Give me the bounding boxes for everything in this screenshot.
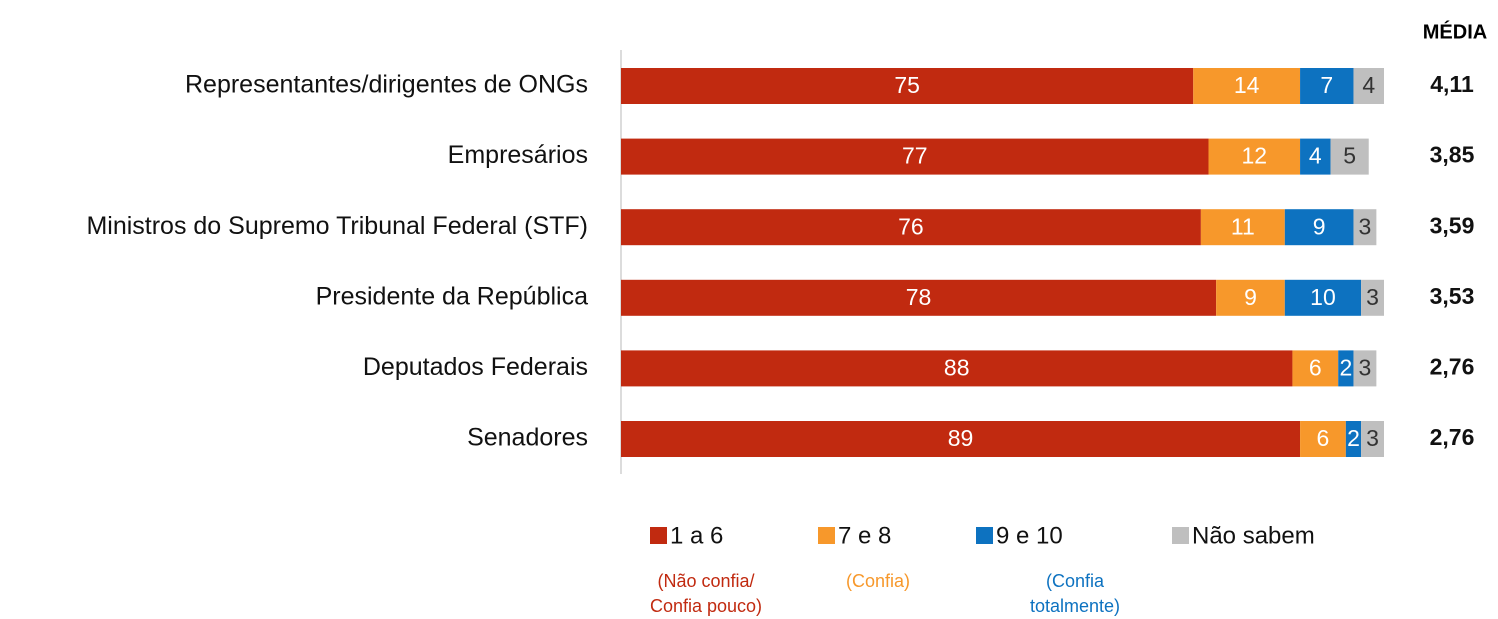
data-label: 14 [1234,72,1260,98]
bar-segment [1353,350,1377,387]
media-value: 2,76 [1430,353,1475,379]
bar-segment [1284,279,1362,316]
bar-segment [1361,421,1384,457]
data-label: 88 [944,354,970,380]
data-label: 3 [1366,284,1379,310]
bar-segment [1338,350,1354,387]
data-label: 12 [1241,143,1267,169]
data-label: 5 [1343,143,1356,169]
data-label: 2 [1347,425,1360,451]
media-value: 2,76 [1430,424,1475,450]
data-label: 7 [1320,72,1333,98]
bar-segment [1361,279,1384,316]
legend-swatch [650,527,667,544]
bar-segment [1345,421,1362,457]
category-label: Presidente da República [316,282,588,310]
legend-note: Confia pouco) [650,596,762,616]
data-label: 78 [906,284,932,310]
bar-segment [1284,209,1354,246]
bar-segment [621,68,1194,104]
data-label: 6 [1317,425,1330,451]
bar-segment [1193,68,1301,104]
category-label: Empresários [448,141,588,169]
media-value: 3,59 [1430,212,1475,238]
bar-segment [1300,421,1346,457]
legend-note: (Confia [1046,571,1105,591]
bar-segment [1216,279,1285,316]
bar-segment [1208,138,1301,175]
data-label: 2 [1339,354,1352,380]
bar-segment [1300,138,1331,175]
bar-segment [621,138,1209,175]
data-label: 3 [1359,213,1372,239]
bar-segment [621,279,1217,316]
bar-segment [621,209,1201,246]
data-label: 9 [1313,213,1326,239]
legend-label: 9 e 10 [996,522,1063,549]
category-label: Senadores [467,424,588,452]
bar-segment [1292,350,1339,387]
legend-label: 7 e 8 [838,522,891,549]
legend-note: totalmente) [1030,596,1120,616]
bar-segment [1330,138,1369,175]
bar-segment [1300,68,1354,104]
legend-swatch [976,527,993,544]
bar-segment [1200,209,1285,246]
data-label: 9 [1244,284,1257,310]
data-label: 75 [894,72,920,98]
data-label: 3 [1359,354,1372,380]
data-label: 10 [1310,284,1336,310]
data-label: 76 [898,213,924,239]
data-label: 6 [1309,354,1322,380]
media-title: MÉDIA [1423,20,1487,43]
data-label: 89 [948,425,974,451]
legend-swatch [818,527,835,544]
bar-segment [621,350,1293,387]
media-value: 4,11 [1430,71,1474,97]
category-label: Representantes/dirigentes de ONGs [185,71,588,99]
data-label: 77 [902,143,928,169]
legend-note: (Não confia/ [657,571,754,591]
data-label: 3 [1366,425,1379,451]
bar-segment [1353,68,1384,104]
bar-segment [1353,209,1377,246]
data-label: 11 [1231,213,1255,239]
bar-segment [621,421,1301,457]
media-value: 3,53 [1430,283,1475,309]
data-label: 4 [1362,72,1375,98]
media-value: 3,85 [1430,142,1475,168]
category-label: Ministros do Supremo Tribunal Federal (S… [86,212,588,240]
legend-label: Não sabem [1192,522,1315,549]
legend-swatch [1172,527,1189,544]
category-label: Deputados Federais [363,353,588,381]
data-label: 4 [1309,143,1322,169]
legend-note: (Confia) [846,571,910,591]
legend-label: 1 a 6 [670,522,723,549]
